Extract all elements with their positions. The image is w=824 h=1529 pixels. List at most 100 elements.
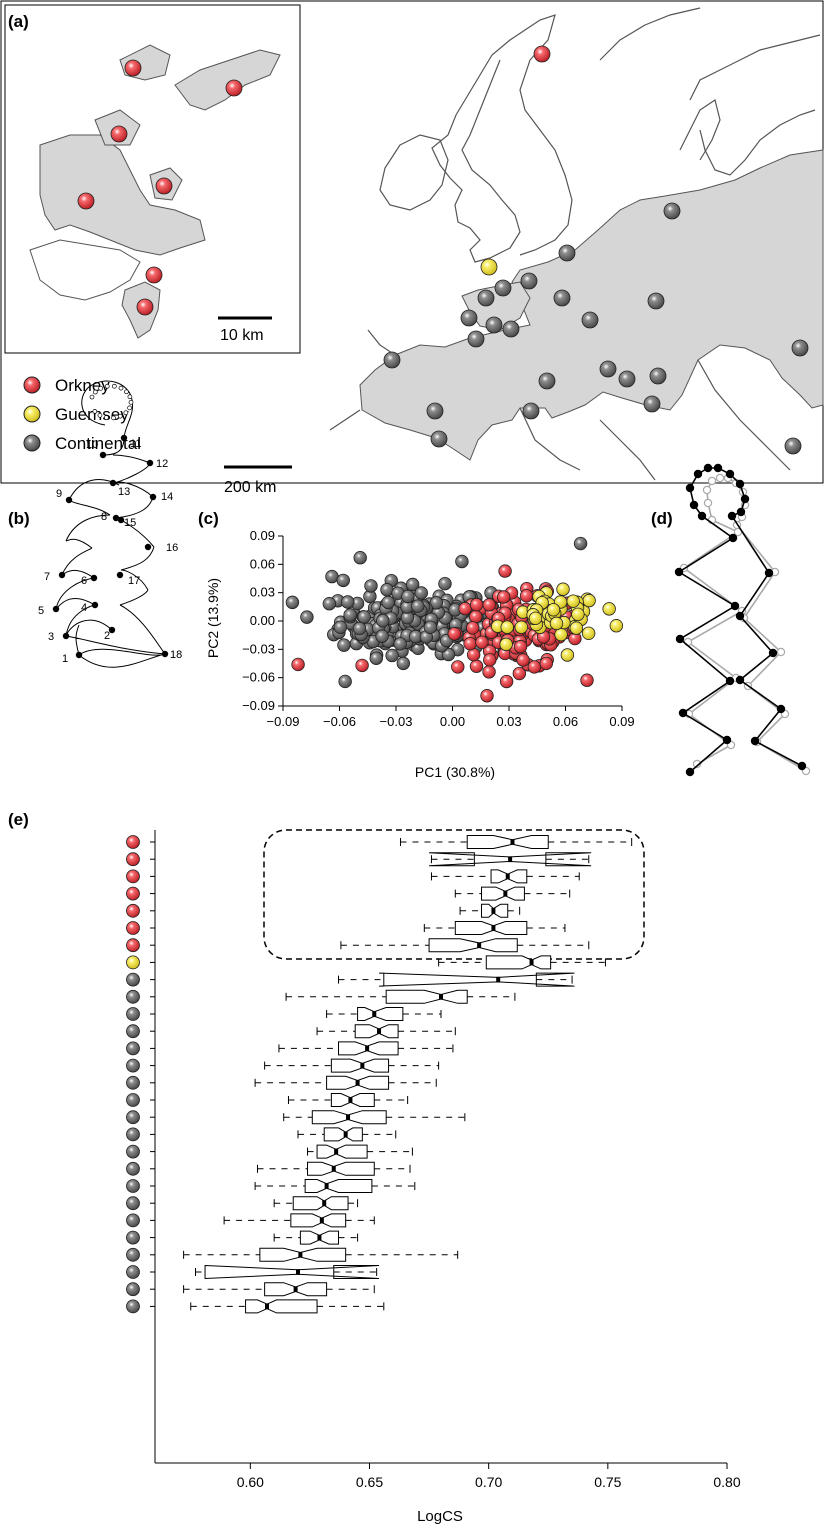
boxplot-row-continental bbox=[126, 1075, 437, 1090]
scatter-x-tick-label: −0.06 bbox=[323, 714, 356, 729]
map-site-continental bbox=[494, 279, 512, 297]
panel-e-boxplots: (e) 0.60 0.65 0.70 0.75 0.80 LogCS bbox=[8, 810, 741, 1525]
panel-label-d: (d) bbox=[651, 509, 673, 528]
scatter-point-orkney bbox=[482, 665, 496, 679]
semi-landmark-point bbox=[128, 399, 134, 405]
boxplot-notched-box bbox=[330, 1058, 390, 1073]
boxplot-row-orkney bbox=[126, 835, 633, 849]
map-site-orkney bbox=[145, 266, 163, 284]
map-site-orkney bbox=[136, 298, 154, 316]
semi-landmark-point bbox=[98, 385, 103, 391]
scatter-point-orkney bbox=[469, 659, 484, 673]
map-site-continental bbox=[538, 372, 556, 390]
scatter-point-guernsey bbox=[499, 637, 513, 652]
row-marker-continental bbox=[126, 1196, 140, 1211]
row-marker-orkney bbox=[126, 903, 140, 918]
legend-label-orkney: Orkney bbox=[55, 376, 110, 395]
scatter-point-orkney bbox=[355, 658, 369, 673]
boxplot-row-orkney bbox=[126, 886, 571, 901]
semi-landmark-point bbox=[127, 394, 133, 400]
panel-label-c: (c) bbox=[198, 509, 219, 528]
landmark-label: 16 bbox=[166, 542, 178, 554]
landmark-label: 17 bbox=[128, 575, 140, 587]
legend-label-continental: Continental bbox=[55, 434, 141, 453]
boxplot-row-continental bbox=[126, 1024, 456, 1039]
boxplot-row-continental bbox=[126, 1299, 385, 1314]
shape-black-point bbox=[797, 761, 807, 771]
boxplot-notched-box bbox=[323, 1127, 363, 1142]
main-scale-label: 200 km bbox=[224, 479, 276, 496]
boxplot-row-continental bbox=[126, 1247, 459, 1262]
scatter-point-continental bbox=[405, 577, 420, 592]
orkney-south-isles bbox=[29, 239, 141, 301]
semi-landmark-point bbox=[89, 394, 95, 400]
row-marker-continental bbox=[126, 1110, 140, 1125]
shape-black-point bbox=[735, 479, 745, 489]
scatter-axes: −0.09 −0.06 −0.03 0.00 0.03 0.06 0.09 −0.09 −0.0… bbox=[242, 528, 635, 729]
legend-marker-orkney bbox=[23, 376, 41, 394]
landmark-point bbox=[108, 626, 116, 634]
map-site-guernsey bbox=[480, 258, 498, 276]
boxplot-row-continental bbox=[126, 1264, 380, 1280]
semi-landmark-point bbox=[104, 415, 109, 420]
panel-c-pca-scatter: (c) −0.09 −0.06 −0.03 0.00 0.03 0.06 0.09−0.09… bbox=[198, 509, 635, 780]
boxplot-row-continental bbox=[126, 1213, 375, 1228]
scatter-point-orkney bbox=[291, 657, 305, 672]
landmark-label: 15 bbox=[124, 517, 136, 529]
shape-black-point bbox=[776, 704, 786, 714]
scatter-x-tick-label: 0.03 bbox=[496, 714, 521, 729]
scatter-point-continental bbox=[380, 583, 394, 597]
scatter-point-continental bbox=[455, 554, 469, 569]
boxplot-notched-box bbox=[357, 1007, 404, 1021]
row-marker-continental bbox=[126, 1007, 140, 1021]
panel-a-map: 10 km 200 km (a) Orkney Guernsey Contine… bbox=[0, 0, 824, 496]
map-legend: Orkney Guernsey Continental bbox=[23, 376, 141, 453]
row-marker-continental bbox=[126, 1161, 140, 1176]
scatter-point-orkney bbox=[512, 666, 527, 681]
scatter-x-tick-label: 0.09 bbox=[609, 714, 634, 729]
scatter-point-orkney bbox=[496, 590, 511, 604]
shape-black-point bbox=[674, 567, 684, 577]
row-marker-continental bbox=[126, 1247, 140, 1262]
boxplot-notched-box bbox=[428, 938, 518, 953]
landmark-label: 6 bbox=[81, 575, 87, 587]
scatter-point-guernsey bbox=[514, 620, 529, 634]
scatter-point-orkney bbox=[539, 656, 553, 671]
scatter-y-tick-label: −0.06 bbox=[242, 670, 275, 685]
shape-black-point bbox=[725, 676, 735, 686]
map-site-orkney bbox=[124, 59, 142, 77]
scatter-point-continental bbox=[385, 648, 399, 663]
shape-grey-point bbox=[703, 498, 713, 508]
boxplot-row-continental bbox=[126, 1282, 375, 1297]
map-site-continental bbox=[647, 292, 665, 310]
row-marker-continental bbox=[126, 1230, 140, 1245]
scatter-point-continental bbox=[352, 621, 367, 636]
boxplot-notched-box bbox=[454, 921, 528, 935]
scatter-point-guernsey bbox=[566, 594, 580, 608]
scatter-point-continental bbox=[341, 595, 355, 609]
landmark-point bbox=[146, 459, 154, 467]
map-site-orkney bbox=[110, 125, 128, 143]
boxplot-row-continental bbox=[126, 1093, 409, 1107]
shape-black-point bbox=[703, 463, 713, 473]
britain-outline bbox=[431, 14, 573, 263]
scatter-point-continental bbox=[423, 620, 438, 635]
scatter-point-guernsey bbox=[554, 627, 568, 642]
boxplot-row-continental bbox=[126, 1161, 411, 1176]
row-marker-continental bbox=[126, 1299, 140, 1314]
scatter-y-tick-label: −0.09 bbox=[242, 698, 275, 713]
scatter-point-continental bbox=[369, 651, 383, 665]
map-site-continental bbox=[581, 311, 599, 329]
shape-black-point bbox=[730, 601, 740, 611]
scatter-point-orkney bbox=[475, 635, 489, 650]
scatter-y-tick-label: 0.09 bbox=[250, 528, 275, 543]
boxplot-row-continental bbox=[126, 1144, 413, 1159]
scatter-point-orkney bbox=[469, 609, 483, 624]
scatter-point-continental bbox=[573, 536, 588, 551]
scatter-point-orkney bbox=[469, 597, 484, 612]
boxplot-rows bbox=[126, 835, 633, 1314]
map-site-continental bbox=[383, 351, 401, 369]
row-marker-orkney bbox=[126, 886, 140, 901]
shape-grey-point bbox=[702, 485, 712, 495]
row-marker-continental bbox=[126, 1179, 140, 1193]
